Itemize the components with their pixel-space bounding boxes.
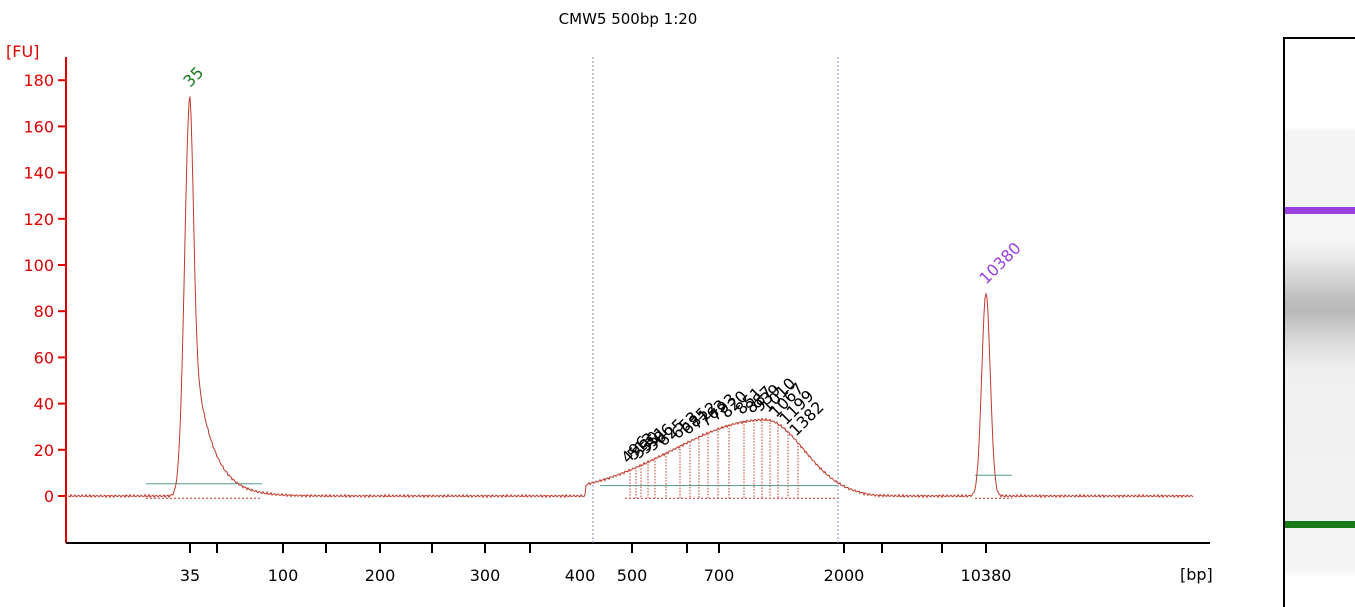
region-lines bbox=[592, 57, 839, 543]
y-tick-label: 180 bbox=[23, 71, 54, 90]
y-tick-label: 140 bbox=[23, 164, 54, 183]
smear-drop-lines bbox=[629, 418, 799, 499]
y-ticks: 0 20 40 60 80 100 120 140 160 180 bbox=[23, 71, 66, 506]
axes bbox=[65, 57, 1210, 544]
x-tick-label: 200 bbox=[365, 566, 396, 585]
x-tick-label: 2000 bbox=[824, 566, 865, 585]
y-tick-label: 20 bbox=[34, 441, 54, 460]
x-tick-label: 300 bbox=[470, 566, 501, 585]
peak-labels: 3510380496513530551586625653685712763793… bbox=[179, 63, 1024, 467]
fluorescence-trace bbox=[68, 96, 1194, 499]
y-tick-label: 100 bbox=[23, 256, 54, 275]
x-tick-label: 35 bbox=[180, 566, 200, 585]
chart-title: CMW5 500bp 1:20 bbox=[559, 10, 698, 28]
x-tick-label: 400 bbox=[565, 566, 596, 585]
gel-band-upper-marker bbox=[1285, 207, 1355, 214]
gel-lane bbox=[1283, 37, 1355, 607]
marker-peak-label: 10380 bbox=[975, 238, 1024, 287]
x-tick-label: 100 bbox=[268, 566, 299, 585]
x-tick-label: 500 bbox=[617, 566, 648, 585]
y-tick-label: 120 bbox=[23, 210, 54, 229]
x-ticks: 35 100 200 300 400 500 700 2000 10380 bbox=[180, 543, 1012, 585]
y-tick-label: 40 bbox=[34, 395, 54, 414]
y-tick-label: 0 bbox=[44, 487, 54, 506]
y-tick-label: 160 bbox=[23, 117, 54, 136]
y-axis-label: [FU] bbox=[6, 42, 39, 61]
marker-peak-label: 35 bbox=[179, 63, 207, 91]
x-tick-label: 10380 bbox=[961, 566, 1012, 585]
x-axis-label: [bp] bbox=[1180, 565, 1213, 584]
y-tick-label: 80 bbox=[34, 302, 54, 321]
electropherogram-chart: CMW5 500bp 1:20 [FU] [bp] 0 20 40 60 80 100 12… bbox=[6, 10, 1213, 585]
x-tick-label: 700 bbox=[704, 566, 735, 585]
y-tick-label: 60 bbox=[34, 348, 54, 367]
gel-band-lower-marker bbox=[1285, 521, 1355, 528]
